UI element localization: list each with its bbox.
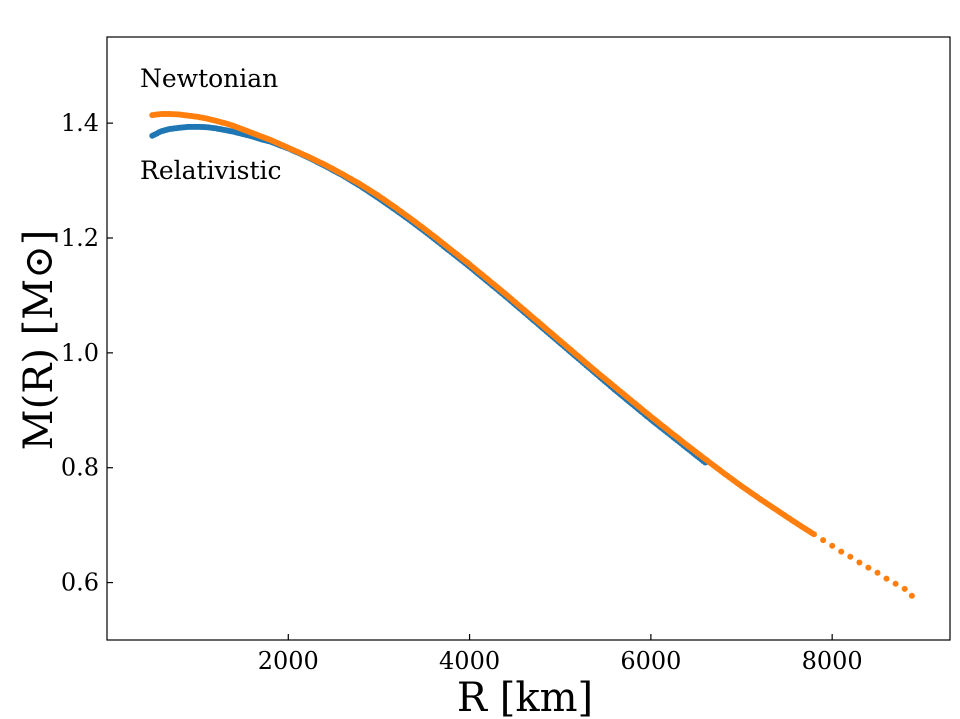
data-point [883, 575, 890, 582]
y-tick-label: 0.8 [61, 454, 99, 482]
series-layer [149, 111, 915, 599]
plot-frame [106, 36, 951, 641]
annotation-relativistic: Relativistic [140, 156, 282, 185]
x-axis-ticks: 2000 4000 6000 8000 [258, 634, 863, 675]
y-tick-label: 0.6 [61, 569, 99, 597]
y-tick-label: 1.4 [61, 109, 99, 137]
data-point [865, 564, 872, 571]
x-tick-label: 4000 [439, 647, 500, 675]
x-axis-title: R [km] [457, 675, 593, 719]
data-point [908, 592, 915, 599]
data-point [811, 531, 817, 538]
y-axis-title: M(R) [M⊙] [16, 230, 62, 451]
data-point [820, 537, 827, 544]
data-point [838, 548, 845, 555]
annotation-newtonian: Newtonian [140, 64, 278, 93]
data-point [874, 569, 881, 576]
data-point [847, 553, 854, 560]
y-tick-label: 1.0 [61, 339, 99, 367]
y-axis-ticks: 0.6 0.8 1.0 1.2 1.4 [61, 109, 113, 597]
y-tick-label: 1.2 [61, 224, 99, 252]
series-1 [149, 111, 915, 599]
data-point [856, 559, 863, 566]
data-point [829, 542, 836, 549]
data-point [892, 580, 899, 587]
data-point [901, 585, 908, 592]
x-tick-label: 6000 [620, 647, 681, 675]
x-tick-label: 8000 [802, 647, 863, 675]
x-tick-label: 2000 [258, 647, 319, 675]
